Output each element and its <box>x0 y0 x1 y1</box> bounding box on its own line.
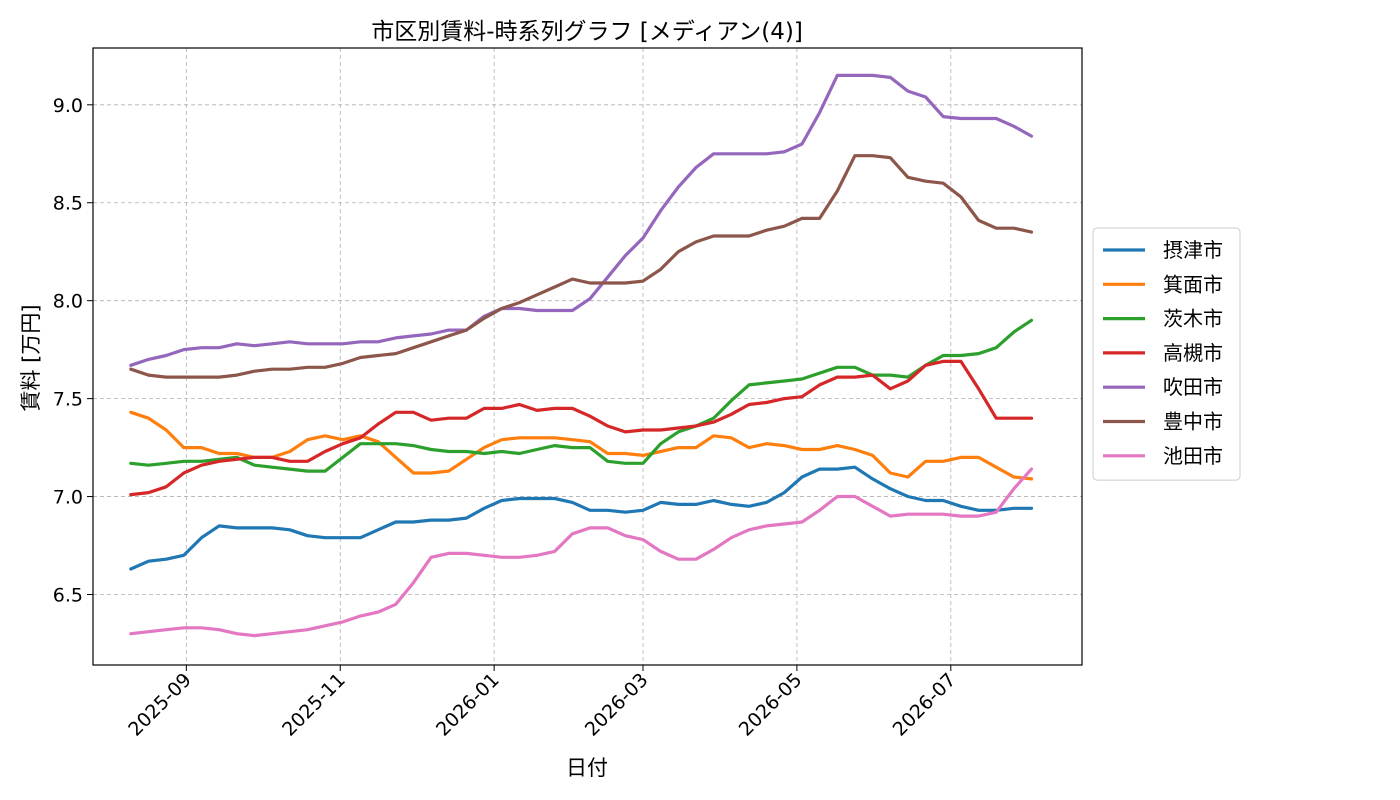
legend-label: 箕面市 <box>1163 272 1223 296</box>
series-line <box>129 359 1034 497</box>
series-line <box>129 410 1034 481</box>
legend-label: 高槻市 <box>1163 341 1223 365</box>
series-layer <box>129 73 1034 638</box>
legend-label: 茨木市 <box>1163 307 1223 331</box>
x-axis-label: 日付 <box>566 756 608 780</box>
y-tick-label: 6.5 <box>53 584 83 606</box>
legend-label: 吹田市 <box>1163 375 1223 399</box>
grid-layer <box>93 48 1082 665</box>
y-tick-label: 7.5 <box>53 389 83 411</box>
legend-label: 摂津市 <box>1163 238 1223 262</box>
y-tick-label: 8.0 <box>53 291 83 313</box>
y-axis-label: 賃料 [万円] <box>19 304 43 411</box>
series-line <box>129 73 1034 367</box>
series-line <box>129 465 1034 571</box>
y-tick-label: 8.5 <box>53 193 83 215</box>
plot-frame <box>92 47 1083 666</box>
legend-label: 豊中市 <box>1163 410 1223 434</box>
y-tick-label: 9.0 <box>53 95 83 117</box>
series-line <box>129 467 1034 638</box>
series-line <box>129 154 1034 379</box>
y-tick-label: 7.0 <box>53 487 83 509</box>
legend-box <box>1092 227 1241 481</box>
series-line <box>129 318 1034 473</box>
chart-title: 市区別賃料-時系列グラフ [メディアン(4)] <box>371 19 803 45</box>
legend-label: 池田市 <box>1163 444 1223 468</box>
